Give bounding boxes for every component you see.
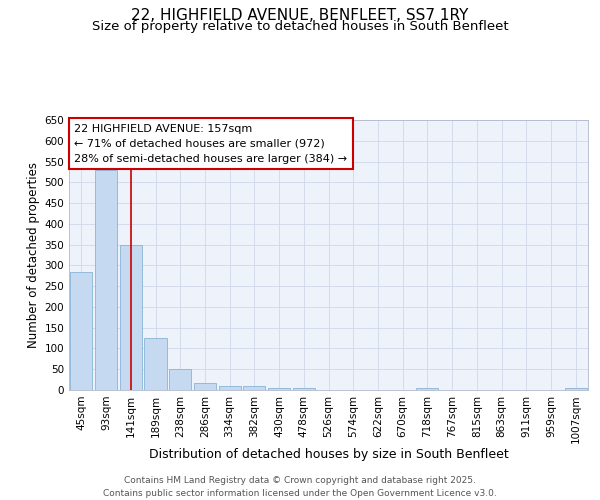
Bar: [119, 244, 142, 390]
Text: 22 HIGHFIELD AVENUE: 157sqm
← 71% of detached houses are smaller (972)
28% of se: 22 HIGHFIELD AVENUE: 157sqm ← 71% of det…: [74, 124, 347, 164]
Bar: [243, 386, 265, 390]
Bar: [416, 388, 439, 390]
Bar: [145, 338, 167, 390]
Bar: [95, 170, 117, 390]
Y-axis label: Number of detached properties: Number of detached properties: [27, 162, 40, 348]
Bar: [293, 388, 315, 390]
Bar: [70, 272, 92, 390]
X-axis label: Distribution of detached houses by size in South Benfleet: Distribution of detached houses by size …: [149, 448, 508, 460]
Text: Size of property relative to detached houses in South Benfleet: Size of property relative to detached ho…: [92, 20, 508, 33]
Text: Contains HM Land Registry data © Crown copyright and database right 2025.
Contai: Contains HM Land Registry data © Crown c…: [103, 476, 497, 498]
Bar: [268, 388, 290, 390]
Bar: [218, 386, 241, 390]
Bar: [194, 384, 216, 390]
Bar: [169, 369, 191, 390]
Bar: [565, 388, 587, 390]
Text: 22, HIGHFIELD AVENUE, BENFLEET, SS7 1RY: 22, HIGHFIELD AVENUE, BENFLEET, SS7 1RY: [131, 8, 469, 22]
